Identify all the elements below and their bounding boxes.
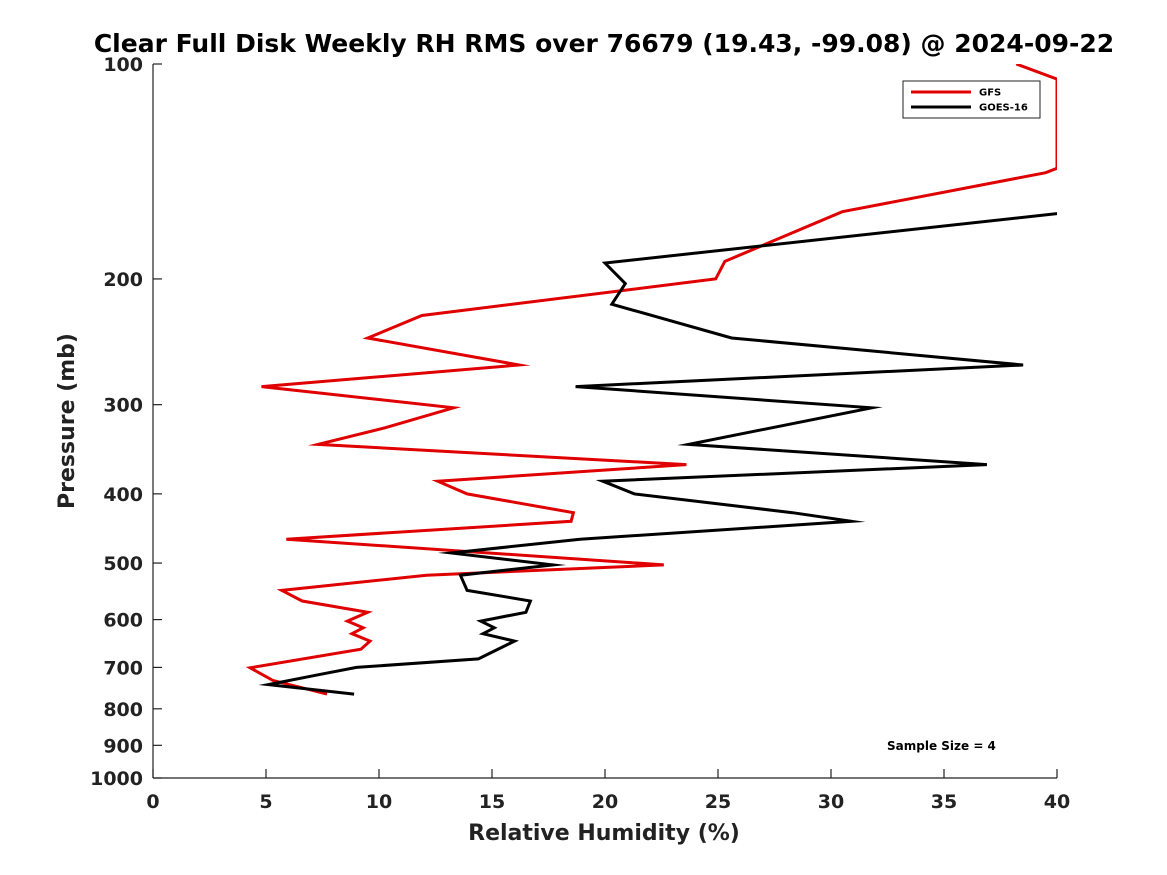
series-layer (245, 64, 1057, 696)
x-tick-label: 0 (146, 791, 159, 813)
legend-box (902, 80, 1041, 119)
y-tick-label: 200 (103, 269, 143, 291)
y-axis-label: Pressure (mb) (55, 333, 80, 509)
series-line-goes-16 (258, 212, 1057, 696)
legend-label: GOES-16 (979, 103, 1028, 114)
y-tick-label: 100 (103, 54, 143, 76)
y-tick-label: 700 (103, 657, 143, 679)
x-tick-label: 25 (705, 791, 731, 813)
x-tick-label: 35 (931, 791, 957, 813)
x-tick-label: 20 (592, 791, 618, 813)
y-tick-label: 1000 (90, 768, 143, 790)
plot-area (153, 64, 1057, 778)
y-tick-label: 900 (103, 735, 143, 757)
y-tick-label: 400 (103, 484, 143, 506)
y-tick-label: 600 (103, 610, 143, 632)
x-tick-label: 10 (366, 791, 392, 813)
x-axis-label: Relative Humidity (%) (468, 821, 740, 846)
x-tick-label: 40 (1044, 791, 1070, 813)
legend-label: GFS (979, 88, 1001, 99)
x-tick-label: 5 (259, 791, 272, 813)
x-tick-label: 15 (479, 791, 505, 813)
x-tick-label: 30 (818, 791, 844, 813)
axes-layer: 0 5 10 15 20 25 30 35 40 100 200 300 400 500 600 700 800… (90, 54, 1070, 813)
y-tick-label: 300 (103, 395, 143, 417)
sample-size-annotation: Sample Size = 4 (887, 739, 996, 753)
legend: GFS GOES-16 (902, 80, 1041, 119)
series-line-gfs (245, 64, 1057, 696)
y-tick-label: 500 (103, 553, 143, 575)
y-tick-label: 800 (103, 699, 143, 721)
chart-title: Clear Full Disk Weekly RH RMS over 76679… (94, 29, 1114, 58)
